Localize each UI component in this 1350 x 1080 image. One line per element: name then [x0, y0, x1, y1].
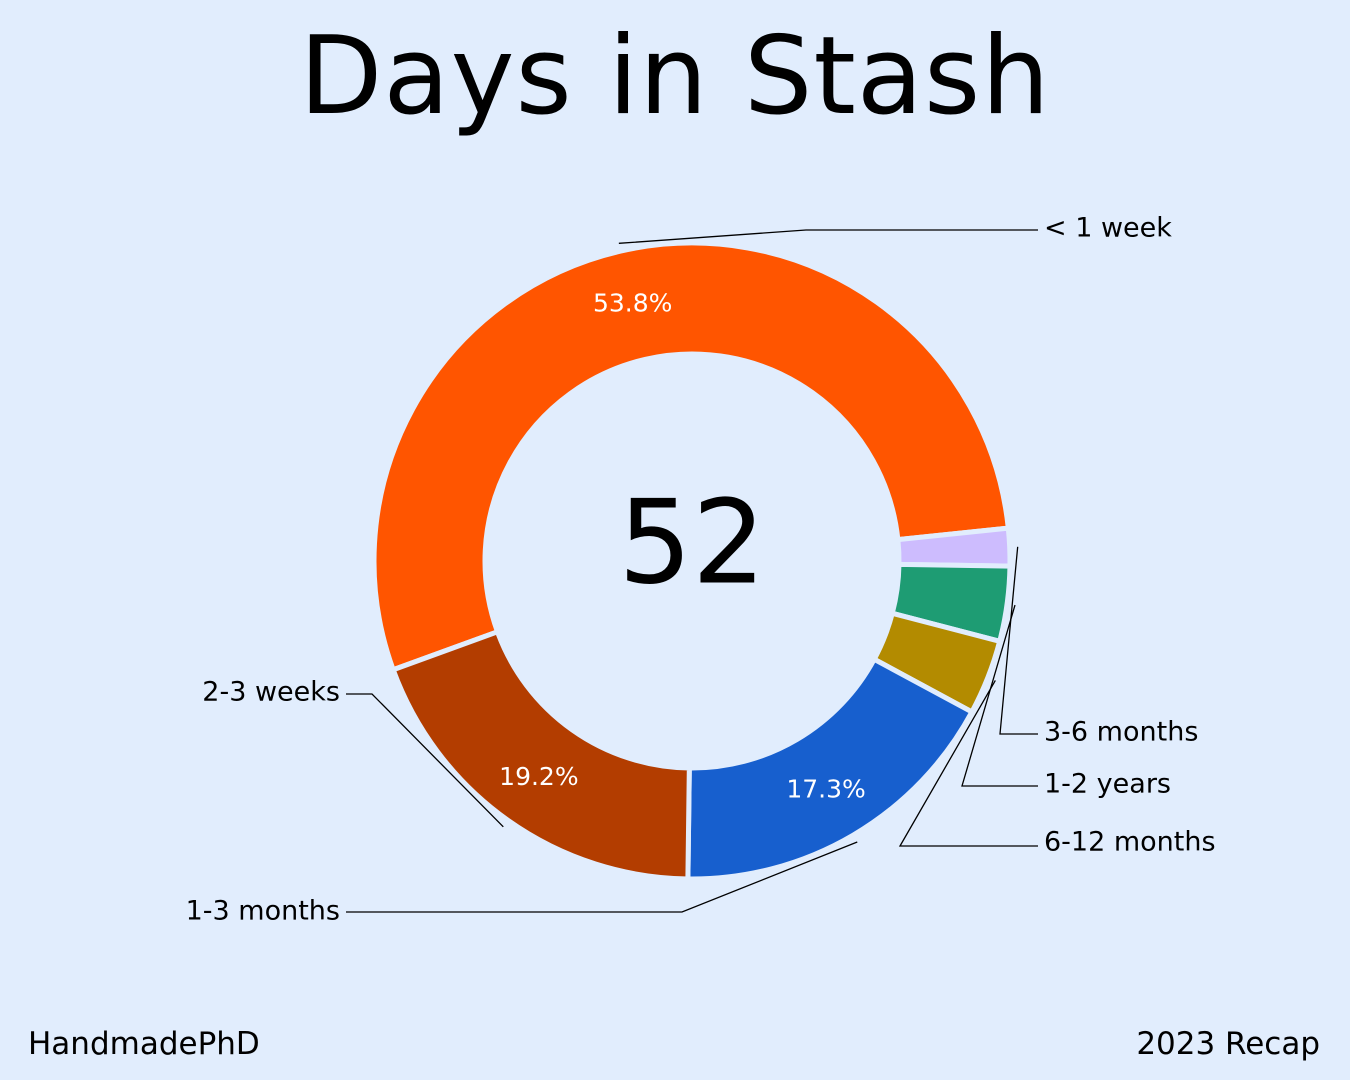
- slice-1-week: [371, 240, 1011, 673]
- category-label-1-3-months: 1-3 months: [186, 896, 340, 927]
- category-label-1-week: < 1 week: [1044, 213, 1172, 244]
- leader-line-2-3-weeks: [346, 693, 504, 828]
- category-label-6-12-months: 6-12 months: [1044, 827, 1216, 858]
- center-value: 52: [618, 476, 766, 611]
- category-label-1-2-years: 1-2 years: [1044, 769, 1171, 800]
- leader-line-1-week: [618, 229, 1038, 244]
- leader-lines: [346, 229, 1038, 913]
- page-title: Days in Stash: [299, 14, 1051, 139]
- leader-line-3-6-months: [999, 546, 1038, 735]
- leader-line-1-3-months: [346, 841, 858, 913]
- leader-line-1-2-years: [961, 604, 1038, 787]
- leader-line-6-12-months: [898, 680, 1038, 847]
- slice-1-3-months: [685, 656, 975, 882]
- footer-year: 2023 Recap: [1136, 1026, 1320, 1062]
- percent-label-1-week: 53.8%: [593, 289, 672, 318]
- slice-2-3-weeks: [390, 629, 692, 882]
- footer-brand: HandmadePhD: [28, 1026, 260, 1062]
- slice-labels: 53.8% < 1 week 3-6 months 1-2 years 6-12 mon…: [186, 213, 1216, 927]
- donut-slices: [371, 240, 1013, 882]
- percent-label-2-3-weeks: 19.2%: [499, 762, 578, 791]
- category-label-3-6-months: 3-6 months: [1044, 717, 1198, 748]
- percent-label-1-3-months: 17.3%: [786, 774, 865, 803]
- category-label-2-3-weeks: 2-3 weeks: [202, 677, 340, 708]
